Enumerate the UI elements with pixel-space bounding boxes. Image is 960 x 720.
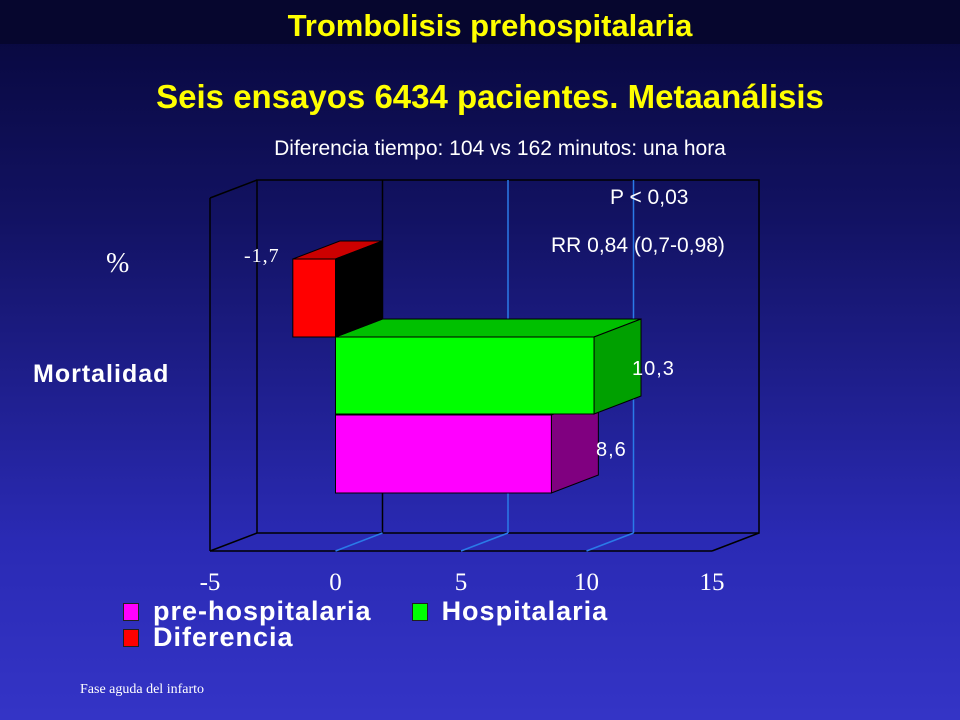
chart-left-top-edge <box>209 179 258 199</box>
x-tick-label-4: 15 <box>700 569 725 596</box>
legend-row-2: Diferencia <box>123 622 294 653</box>
bar-hospitalaria <box>335 336 595 415</box>
floor-gridline-5 <box>460 532 509 552</box>
x-tick-label-0: -5 <box>200 569 221 596</box>
rr-annotation: RR 0,84 (0,7-0,98) <box>551 234 725 257</box>
legend-row-1: pre-hospitalaria Hospitalaria <box>123 596 608 627</box>
slide-title: Trombolisis prehospitalaria <box>287 8 693 43</box>
bar-diferencia <box>292 258 336 338</box>
footer-note: Fase aguda del infarto <box>80 682 205 697</box>
p-value-annotation: P < 0,03 <box>610 186 689 209</box>
legend-label-diferencia: Diferencia <box>153 622 294 652</box>
data-label-diferencia: -1,7 <box>244 245 280 267</box>
category-label: Mortalidad <box>33 360 170 388</box>
time-difference-note: Diferencia tiempo: 104 vs 162 minutos: u… <box>274 137 726 160</box>
bar-top-hospitalaria <box>335 318 642 338</box>
bar-pre-hospitalaria <box>335 414 552 494</box>
data-label-hospitalaria: 10,3 <box>632 358 675 380</box>
slide-subtitle: Seis ensayos 6434 pacientes. Metaanálisi… <box>156 78 824 115</box>
legend-swatch-diferencia <box>123 628 139 647</box>
x-tick-label-2: 5 <box>455 569 468 596</box>
floor-gridline-10 <box>586 532 634 552</box>
floor-gridline-0 <box>335 532 383 552</box>
legend-label-hospitalaria: Hospitalaria <box>441 596 609 626</box>
chart-floor-right-edge <box>711 532 760 552</box>
title-band <box>0 0 960 44</box>
x-tick-label-1: 0 <box>329 569 342 596</box>
legend-swatch-hospitalaria <box>411 602 428 621</box>
unit-label: % <box>106 248 130 279</box>
legend-label-pre-hospitalaria: pre-hospitalaria <box>153 596 372 626</box>
data-label-pre-hospitalaria: 8,6 <box>596 439 627 461</box>
chart-floor-left-edge <box>209 532 258 552</box>
legend-swatch-pre-hospitalaria <box>123 602 139 621</box>
x-tick-label-3: 10 <box>574 569 599 596</box>
